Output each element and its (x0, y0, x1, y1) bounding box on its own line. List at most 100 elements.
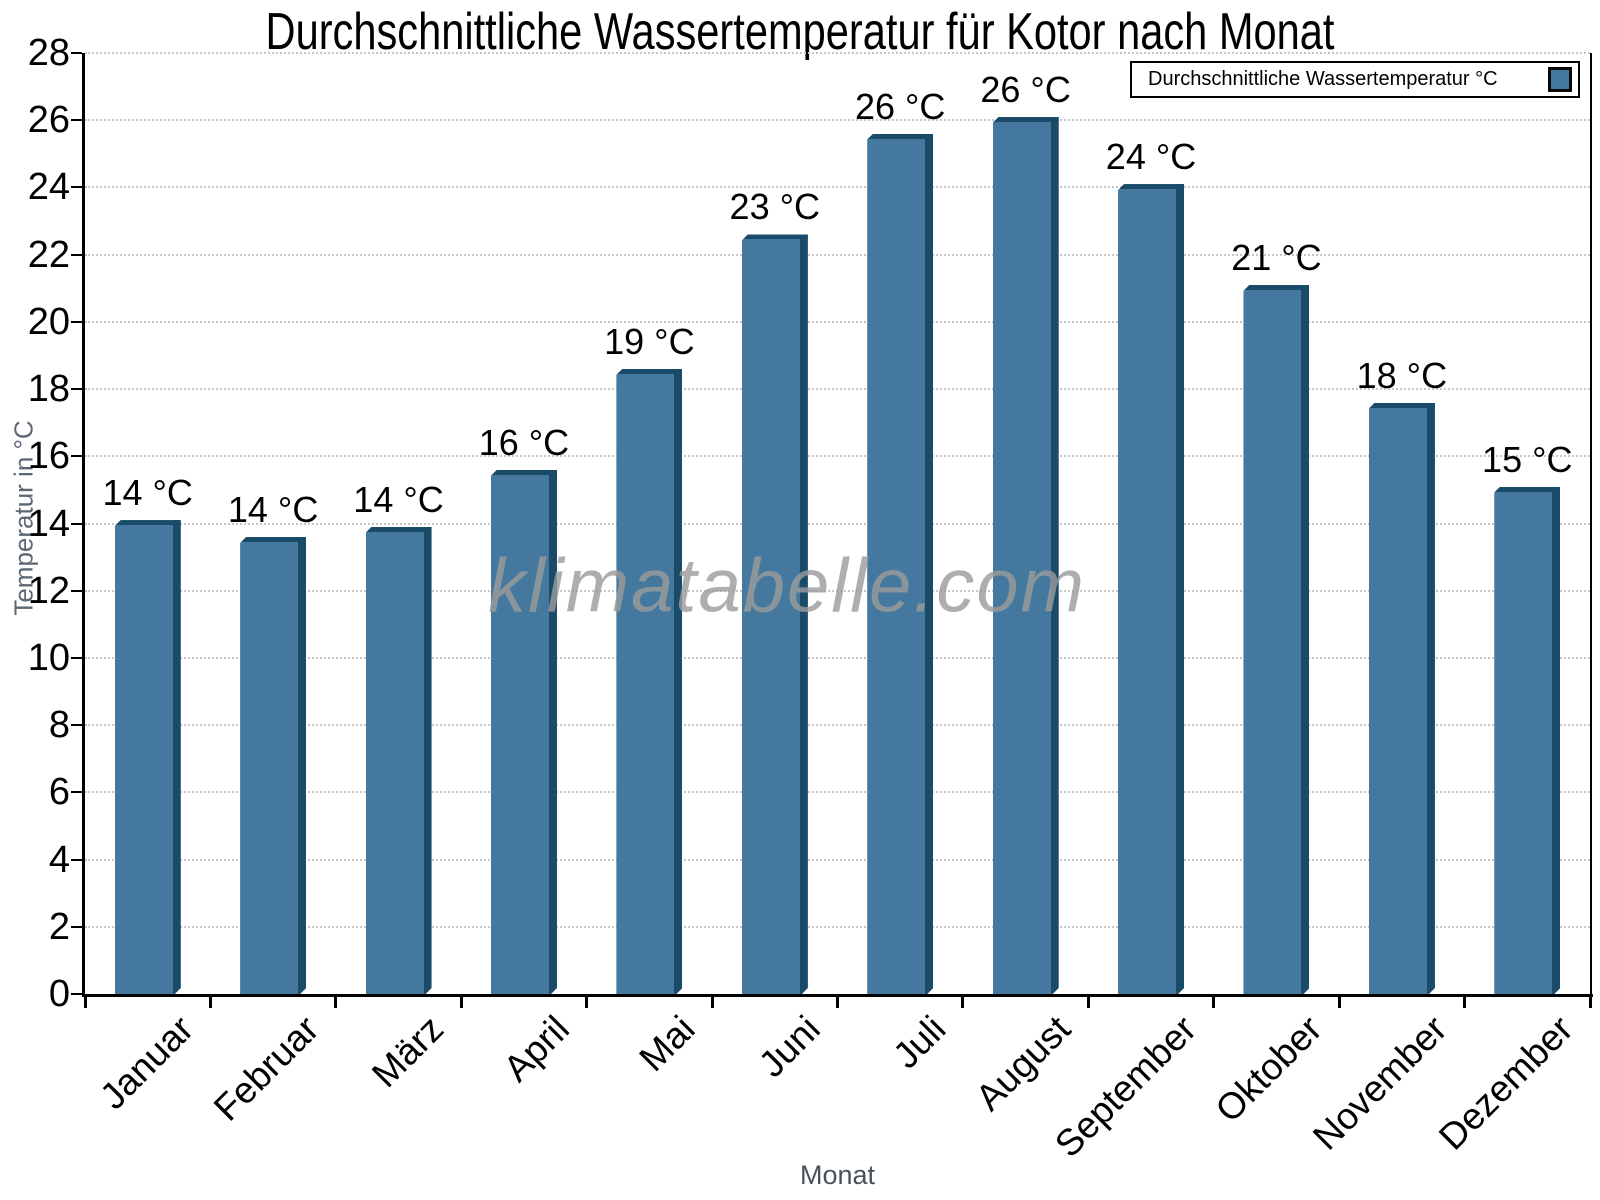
x-tick (710, 997, 714, 1008)
y-tick-label: 0 (48, 973, 70, 1015)
x-tick-label: Dezember (1430, 1008, 1581, 1158)
gridline (85, 119, 1590, 122)
gridline (85, 724, 1590, 727)
bar-januar (115, 520, 181, 994)
gridline (85, 186, 1590, 189)
bar-value-label: 14 °C (353, 478, 444, 520)
gridline (85, 320, 1590, 323)
bar-februar (240, 537, 306, 994)
bar-juli (867, 134, 933, 994)
y-tick (71, 858, 82, 861)
x-tick-label: Mai (631, 1008, 703, 1080)
y-tick (71, 320, 82, 323)
y-tick-label: 4 (48, 838, 70, 881)
x-tick (334, 997, 338, 1008)
y-tick-label: 2 (48, 905, 70, 948)
bar-juni (742, 234, 808, 994)
gridline (85, 656, 1590, 659)
bar-oktober (1243, 285, 1309, 994)
x-tick (836, 997, 839, 1008)
bar-november (1369, 403, 1435, 994)
y-tick (71, 186, 82, 189)
y-tick-label: 28 (27, 32, 70, 74)
x-tick (1086, 997, 1090, 1008)
y-tick-label: 6 (48, 771, 70, 814)
plot-right-border (1590, 53, 1592, 994)
bar-value-label: 21 °C (1231, 236, 1322, 278)
y-tick-label: 24 (27, 166, 70, 209)
bar-value-label: 15 °C (1482, 438, 1573, 480)
y-tick (71, 52, 82, 55)
x-tick (1337, 997, 1341, 1008)
y-tick-label: 16 (27, 435, 70, 478)
gridline (85, 52, 1590, 55)
x-tick (459, 997, 463, 1008)
y-tick-label: 14 (27, 502, 70, 545)
y-tick (71, 925, 82, 928)
bar-september (1118, 184, 1184, 994)
bar-value-label: 19 °C (604, 320, 695, 362)
y-tick (71, 253, 82, 256)
chart-title: Durchschnittliche Wassertemperatur für K… (265, 3, 1335, 61)
x-tick (83, 997, 87, 1008)
watermark: klimatabelle.com (488, 543, 1086, 629)
y-tick (71, 656, 82, 659)
bar-value-label: 26 °C (854, 85, 946, 127)
bar-value-label: 18 °C (1356, 354, 1448, 396)
bar-august (993, 117, 1059, 994)
y-tick (71, 119, 82, 122)
bar-value-label: 26 °C (980, 68, 1071, 110)
gridline (85, 388, 1590, 391)
x-tick-label: Januar (91, 1008, 201, 1117)
y-tick (71, 993, 82, 995)
legend-label: Durchschnittliche Wassertemperatur °C (1148, 68, 1498, 90)
bar-value-label: 16 °C (478, 421, 570, 463)
bar-dezember (1494, 487, 1560, 994)
y-tick (71, 589, 82, 592)
x-tick (961, 997, 965, 1008)
plot-area: 14 °C Januar 14 °C Februar 14 °C März 16 °C Apr… (71, 52, 1593, 1165)
gridline (85, 589, 1590, 592)
x-tick (208, 997, 212, 1008)
x-tick-label: Februar (205, 1008, 327, 1129)
x-tick (1588, 997, 1592, 1008)
y-tick-label: 26 (27, 99, 70, 142)
x-tick-label: November (1305, 1008, 1455, 1158)
gridline (85, 455, 1590, 458)
y-tick (71, 522, 82, 525)
bar-april (491, 470, 557, 994)
x-tick (1463, 997, 1467, 1008)
x-tick (1212, 997, 1216, 1008)
gridline (85, 925, 1590, 928)
x-tick (585, 997, 589, 1008)
y-tick (71, 724, 82, 727)
bar-mai (616, 369, 682, 994)
y-tick (71, 791, 82, 794)
y-tick-label: 18 (27, 368, 70, 411)
gridline (85, 791, 1590, 794)
gridline (85, 522, 1590, 525)
bar-märz (366, 527, 432, 994)
bar-value-label: 14 °C (227, 488, 319, 530)
x-axis-title: Monat (799, 1160, 876, 1190)
gridline (85, 253, 1590, 256)
bar-value-label: 23 °C (729, 186, 820, 228)
gridline (85, 858, 1590, 861)
legend: Durchschnittliche Wassertemperatur °C (1130, 61, 1580, 98)
y-tick (71, 455, 82, 458)
x-tick-label: Oktober (1207, 1008, 1330, 1131)
x-tick-label: März (364, 1008, 452, 1096)
x-tick-label: August (968, 1008, 1079, 1119)
y-tick-label: 12 (27, 569, 70, 612)
y-tick-label: 22 (27, 233, 70, 276)
x-tick-label: Juli (884, 1008, 954, 1077)
y-tick-label: 20 (27, 300, 70, 343)
legend-swatch-icon (1548, 67, 1572, 92)
bar-value-label: 14 °C (102, 472, 193, 514)
y-tick-label: 8 (48, 704, 70, 747)
y-tick (71, 388, 82, 391)
y-axis-line (82, 53, 85, 994)
x-tick-label: Juni (750, 1008, 828, 1085)
x-axis-line (82, 994, 1593, 997)
